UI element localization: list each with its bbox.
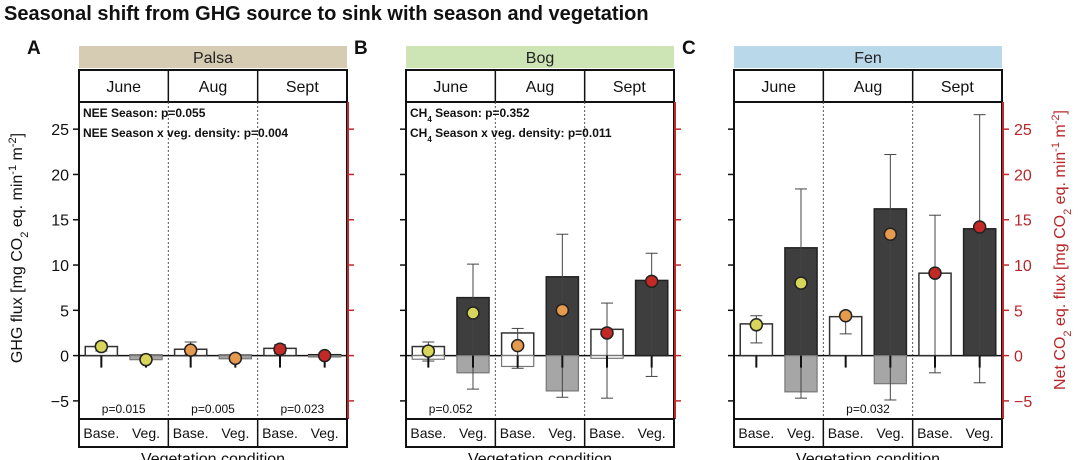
x-axis-label: Vegetation condition (141, 451, 285, 460)
net-flux-point (183, 343, 198, 357)
right-y-tick-label: 10 (1014, 258, 1032, 275)
category-label: Base. (738, 425, 774, 441)
y-axis-label: GHG flux [mg CO2 eq. min-1 m-2] (7, 133, 31, 363)
x-axis-label: Vegetation condition (796, 451, 940, 460)
net-flux-point (972, 220, 987, 234)
p-value: p=0.005 (191, 402, 235, 416)
site-header (406, 46, 674, 68)
category-label: Veg. (638, 425, 666, 441)
right-y-tick-label: 25 (1014, 122, 1032, 139)
net-flux-point (794, 276, 808, 290)
plot-frame (733, 101, 1003, 420)
right-y-tick-label: 15 (1014, 213, 1032, 230)
category-label: Veg. (966, 425, 994, 441)
right-y-tick-label: 0 (1014, 349, 1023, 366)
month-label: Aug (526, 79, 554, 96)
month-label: Aug (199, 79, 227, 96)
net-flux-point (466, 306, 480, 320)
month-label: June (106, 79, 141, 96)
net-flux-point (600, 326, 614, 340)
p-value: p=0.032 (846, 402, 890, 416)
month-header-box (78, 69, 348, 103)
category-label: Base. (917, 425, 953, 441)
y-tick-label: 15 (51, 213, 69, 230)
panel-a: A Palsa June Aug Sept −5 0 5 10 15 20 25 NEE Season:… (27, 38, 354, 460)
category-box (405, 418, 675, 448)
y-tick-label: 10 (51, 258, 69, 275)
right-y-tick-label: −5 (1014, 394, 1032, 411)
right-y-tick-label: 5 (1014, 303, 1023, 320)
site-label: Palsa (193, 50, 233, 67)
net-flux-point (273, 342, 287, 357)
month-label: Sept (613, 79, 646, 96)
x-axis-label: Vegetation condition (468, 451, 612, 460)
category-label: Base. (262, 425, 298, 441)
month-label: June (433, 79, 468, 96)
panel-letter: B (354, 38, 368, 59)
category-label: Veg. (459, 425, 487, 441)
category-label: Base. (173, 425, 209, 441)
category-label: Base. (828, 425, 864, 441)
net-flux-point (883, 227, 898, 241)
plot-frame (405, 101, 675, 420)
p-value: p=0.023 (280, 402, 324, 416)
site-label: Fen (854, 50, 882, 67)
y-tick-label: −5 (51, 394, 69, 411)
net-flux-point (749, 318, 764, 332)
right-y-axis-label: Net CO2 eq. flux [mg CO2 eq. min-1 m-2] (1050, 110, 1074, 390)
panel-b: B Bog June Aug Sept CH4 Season: p=0.352 CH4 Se… (354, 38, 681, 460)
net-flux-point (838, 308, 853, 323)
category-label: Veg. (876, 425, 904, 441)
plot-frame (78, 101, 348, 420)
category-box (733, 418, 1003, 448)
month-label: June (761, 79, 796, 96)
p-value: p=0.015 (102, 402, 146, 416)
right-y-tick-label: 20 (1014, 167, 1032, 184)
net-flux-point (928, 266, 942, 280)
p-value: p=0.052 (429, 402, 473, 416)
y-tick-label: 25 (51, 122, 69, 139)
site-header (734, 46, 1002, 68)
figure-title: Seasonal shift from GHG source to sink w… (4, 3, 649, 25)
month-header-box (405, 69, 675, 103)
category-label: Veg. (221, 425, 249, 441)
net-flux-point (317, 348, 332, 363)
category-label: Base. (410, 425, 446, 441)
month-header-box (733, 69, 1003, 103)
category-label: Veg. (548, 425, 576, 441)
net-flux-point (421, 344, 436, 358)
net-flux-point (139, 352, 153, 367)
y-tick-label: 20 (51, 167, 69, 184)
category-label: Base. (83, 425, 119, 441)
month-label: Sept (286, 79, 319, 96)
net-flux-point (94, 339, 109, 354)
stat-text: NEE Season x veg. density: p=0.004 (83, 126, 288, 140)
category-label: Base. (589, 425, 625, 441)
panel-letter: C (682, 38, 696, 59)
net-flux-point (555, 303, 570, 318)
month-label: Sept (941, 79, 974, 96)
net-flux-point (644, 274, 659, 289)
stat-text: CH4 Season x veg. density: p=0.011 (410, 126, 612, 144)
category-label: Base. (500, 425, 536, 441)
category-label: Veg. (311, 425, 339, 441)
category-label: Veg. (132, 425, 160, 441)
y-tick-label: 0 (60, 349, 69, 366)
stat-text: NEE Season: p=0.055 (83, 106, 206, 120)
category-box (78, 418, 348, 448)
panel-c: C Fen June Aug Sept −5 0 5 10 15 20 25 p=0.032 Base. V… (682, 38, 1032, 460)
net-flux-point (510, 338, 525, 353)
stat-text: CH4 Season: p=0.352 (410, 106, 530, 124)
site-header (79, 46, 347, 68)
net-flux-point (228, 351, 243, 366)
month-label: Aug (854, 79, 882, 96)
y-tick-label: 5 (60, 303, 69, 320)
site-label: Bog (526, 50, 554, 67)
category-label: Veg. (787, 425, 815, 441)
panel-letter: A (27, 38, 41, 59)
